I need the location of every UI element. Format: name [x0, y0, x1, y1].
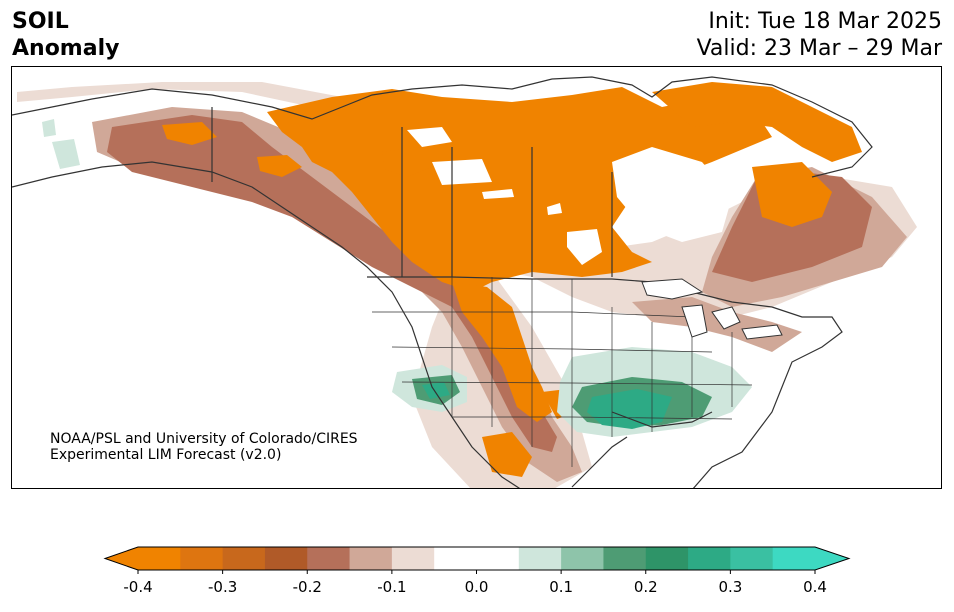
colorbar-bin	[730, 547, 774, 570]
strong-dry-shading	[162, 82, 862, 477]
anomaly-map	[12, 76, 917, 488]
colorbar-tick-label: 0.4	[803, 578, 827, 596]
map-panel: NOAA/PSL and University of Colorado/CIRE…	[11, 66, 942, 489]
colorbar-bin	[307, 547, 351, 570]
great-lakes	[641, 278, 783, 340]
colorbar-bin	[180, 547, 224, 570]
colorbar-bin	[561, 547, 604, 570]
white-gaps	[407, 127, 732, 265]
state-lines	[372, 277, 753, 467]
title-line-1: SOIL	[12, 9, 69, 34]
colorbar-tick-label: 0.1	[549, 578, 573, 596]
colorbar-tick-label: 0.3	[718, 578, 742, 596]
colorbar-bin	[434, 547, 477, 570]
colorbar-bin	[391, 547, 435, 570]
credit-line-1: NOAA/PSL and University of Colorado/CIRE…	[50, 431, 358, 447]
colorbar-tick-label: 0.2	[634, 578, 658, 596]
colorbar-bin	[603, 547, 647, 570]
colorbar-bin	[138, 547, 181, 570]
init-date: Init: Tue 18 Mar 2025	[708, 9, 942, 34]
colorbar-bin	[772, 547, 816, 570]
title-line-2: Anomaly	[12, 36, 120, 61]
forecast-dates: Init: Tue 18 Mar 2025 Valid: 23 Mar – 29…	[697, 8, 942, 62]
strong-wet-shading	[422, 382, 672, 429]
colorbar-bin	[688, 547, 731, 570]
valid-date-range: Valid: 23 Mar – 29 Mar	[696, 36, 942, 61]
credit-text: NOAA/PSL and University of Colorado/CIRE…	[50, 431, 358, 463]
colorbar-bin	[222, 547, 266, 570]
credit-line-2: Experimental LIM Forecast (v2.0)	[50, 447, 282, 463]
colorbar-bin	[264, 547, 308, 570]
colorbar-bin	[476, 547, 520, 570]
colorbar-tick-label: -0.3	[208, 578, 237, 596]
colorbar-tick-label: -0.1	[377, 578, 406, 596]
colorbar-bin	[518, 547, 562, 570]
colorbar-tick-label: -0.4	[123, 578, 152, 596]
colorbar-bin	[645, 547, 689, 570]
colorbar-over-arrow	[815, 547, 849, 570]
colorbar-bin	[349, 547, 393, 570]
colorbar-under-arrow	[105, 547, 138, 570]
colorbar-tick-label: -0.2	[293, 578, 322, 596]
colorbar: -0.4 -0.3 -0.2 -0.1 0.0 0.1 0.2 0.3 0.4	[0, 540, 954, 608]
map-title: SOIL Anomaly	[12, 8, 119, 62]
colorbar-tick-label: 0.0	[465, 578, 489, 596]
boundary-lines	[12, 76, 873, 488]
colorbar-graphic: -0.4 -0.3 -0.2 -0.1 0.0 0.1 0.2 0.3 0.4	[103, 546, 851, 596]
